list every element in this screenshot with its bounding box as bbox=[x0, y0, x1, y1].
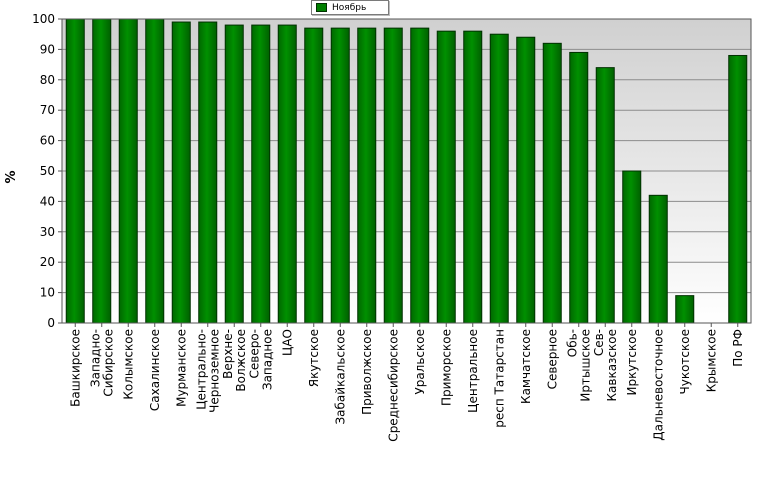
bar bbox=[277, 24, 297, 324]
x-tick-label: Уральское bbox=[413, 329, 427, 395]
bars bbox=[65, 18, 748, 324]
y-tick-label: 30 bbox=[40, 225, 55, 239]
bar bbox=[728, 54, 748, 324]
bar bbox=[92, 18, 112, 324]
bar bbox=[410, 27, 430, 324]
x-tick-label: Камчатское bbox=[519, 329, 533, 404]
x-tick-label: Центрально-Черноземное bbox=[194, 329, 221, 413]
y-tick-label: 100 bbox=[32, 12, 55, 26]
y-axis-ticks: 0 10 20 30 40 50 60 70 80 90 100 bbox=[32, 12, 62, 330]
bar bbox=[542, 42, 562, 324]
x-tick-label: Сев-Кавказское bbox=[592, 329, 619, 402]
x-tick-label: Приморское bbox=[439, 329, 453, 406]
x-tick-label: Центральное bbox=[466, 329, 480, 413]
x-tick-label: Северо-Западное bbox=[247, 329, 274, 390]
x-tick-label: Дальневосточное bbox=[651, 329, 665, 441]
y-tick-label: 10 bbox=[40, 286, 55, 300]
bar bbox=[304, 27, 324, 324]
bar bbox=[198, 21, 218, 324]
x-tick-label: Чукотское bbox=[678, 329, 692, 394]
x-tick-label: Якутское bbox=[307, 329, 321, 387]
bar bbox=[516, 36, 536, 324]
legend-label: Ноябрь bbox=[332, 2, 367, 13]
y-axis-label: % bbox=[4, 170, 19, 184]
x-tick-label: Обь-Иртышское bbox=[565, 329, 592, 402]
x-tick-label: респ Татарстан bbox=[492, 329, 506, 428]
y-tick-label: 60 bbox=[40, 134, 55, 148]
bar bbox=[648, 194, 668, 324]
y-tick-label: 80 bbox=[40, 73, 55, 87]
x-tick-label: Сахалинское bbox=[148, 329, 162, 411]
x-tick-label: Среднесибирское bbox=[386, 329, 400, 442]
y-tick-label: 20 bbox=[40, 255, 55, 269]
bar bbox=[595, 67, 615, 324]
x-tick-label: По РФ bbox=[731, 329, 745, 367]
bar bbox=[463, 30, 483, 324]
x-tick-label: Верхне-Волжское bbox=[221, 329, 248, 392]
bar bbox=[489, 33, 509, 324]
y-tick-label: 40 bbox=[40, 194, 55, 208]
bar bbox=[65, 18, 85, 324]
x-tick-label: Западно-Сибирское bbox=[88, 329, 115, 397]
x-tick-label: Северное bbox=[545, 329, 559, 389]
x-tick-label: Забайкальское bbox=[333, 329, 347, 425]
x-tick-label: Иркутское bbox=[625, 329, 639, 396]
x-axis-tick-labels: Башкирское Западно-Сибирское Колымское Саха… bbox=[68, 323, 745, 442]
bar bbox=[330, 27, 350, 324]
x-tick-label: Приволжское bbox=[360, 329, 374, 415]
y-tick-label: 0 bbox=[47, 316, 55, 330]
x-tick-label: ЦАО bbox=[280, 329, 294, 356]
bar bbox=[171, 21, 191, 324]
x-tick-label: Мурманское bbox=[174, 329, 188, 407]
y-tick-label: 50 bbox=[40, 164, 55, 178]
legend: Ноябрь bbox=[311, 0, 389, 15]
x-tick-label: Башкирское bbox=[68, 329, 82, 407]
bar bbox=[622, 170, 642, 324]
y-tick-label: 70 bbox=[40, 103, 55, 117]
bar bbox=[251, 24, 271, 324]
bar bbox=[383, 27, 403, 324]
bar bbox=[118, 18, 138, 324]
bar bbox=[224, 24, 244, 324]
legend-swatch bbox=[316, 3, 327, 12]
bar bbox=[569, 51, 589, 324]
bar bbox=[357, 27, 377, 324]
x-tick-label: Колымское bbox=[121, 329, 135, 400]
bar bbox=[436, 30, 456, 324]
y-tick-label: 90 bbox=[40, 42, 55, 56]
bar bbox=[145, 18, 165, 324]
bar bbox=[675, 295, 695, 324]
x-tick-label: Крымское bbox=[704, 329, 718, 392]
